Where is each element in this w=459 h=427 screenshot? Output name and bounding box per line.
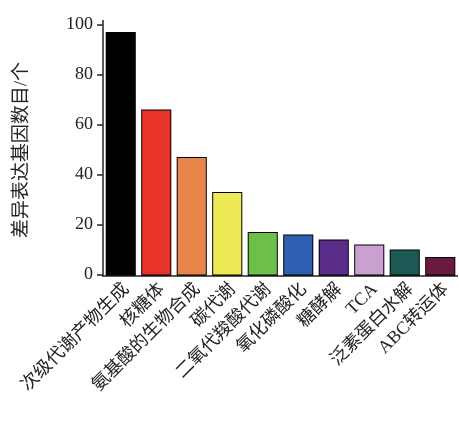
bar — [176, 157, 207, 276]
y-tick-label: 60 — [75, 113, 93, 133]
bar — [105, 32, 136, 276]
bar — [425, 257, 456, 276]
bar — [389, 249, 420, 276]
bar — [212, 192, 243, 276]
bar — [354, 244, 385, 276]
y-tick-label: 20 — [75, 213, 93, 233]
bar — [318, 239, 349, 276]
y-tick-label: 0 — [84, 263, 93, 283]
y-tick-label: 80 — [75, 63, 93, 83]
y-tick-label: 100 — [66, 13, 93, 33]
bar — [247, 232, 278, 276]
y-axis-label: 差异表达基因数目/个 — [9, 62, 31, 238]
bar — [283, 234, 314, 276]
y-tick-label: 40 — [75, 163, 93, 183]
bar — [141, 109, 172, 276]
